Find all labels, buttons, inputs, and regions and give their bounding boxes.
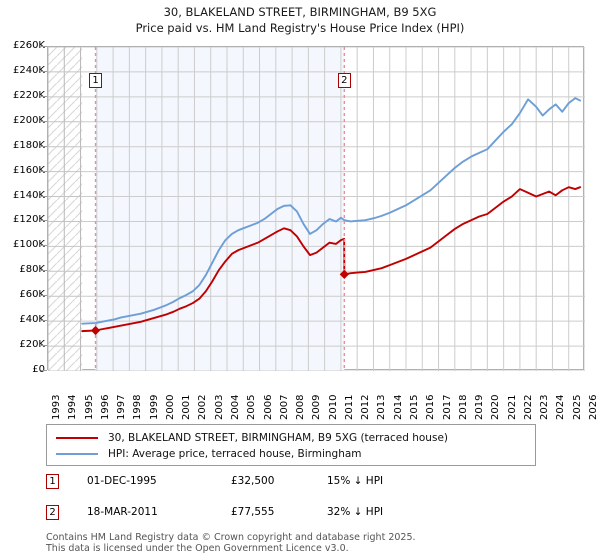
x-axis-tick-label: 2014 bbox=[392, 394, 404, 420]
y-axis-tick bbox=[41, 170, 47, 172]
x-axis-tick-label: 2013 bbox=[376, 394, 388, 420]
x-axis-tick-label: 2009 bbox=[311, 394, 323, 420]
y-axis-tick-label: £140K bbox=[12, 189, 45, 201]
y-axis-tick-label: £20K bbox=[19, 339, 45, 351]
y-axis-tick-label: £200K bbox=[12, 114, 45, 126]
x-axis-tick-label: 1996 bbox=[99, 394, 111, 420]
x-axis-tick-label: 2011 bbox=[343, 394, 355, 420]
x-axis-tick-label: 2002 bbox=[197, 394, 209, 420]
transaction-date-2: 18-MAR-2011 bbox=[87, 506, 158, 518]
y-axis-tick bbox=[41, 320, 47, 322]
x-axis-labels: 1993 1994 1995 1996 1997 1998 1999 2000 2001 2002… bbox=[47, 372, 599, 432]
attribution-footer: Contains HM Land Registry data © Crown c… bbox=[46, 532, 586, 554]
y-axis-labels: £0 £20K £40K £60K £80K £100K £120K £140K £160K £1… bbox=[0, 40, 47, 380]
footer-copyright: Contains HM Land Registry data © Crown c… bbox=[46, 532, 416, 543]
x-axis-tick-label: 1995 bbox=[83, 394, 95, 420]
transaction-price-1: £32,500 bbox=[231, 475, 275, 487]
x-axis-tick-label: 2023 bbox=[539, 394, 551, 420]
x-axis-tick-label: 2025 bbox=[571, 394, 583, 420]
x-axis-tick-label: 2017 bbox=[441, 394, 453, 420]
x-axis-tick-label: 2004 bbox=[230, 394, 241, 420]
transaction-badge-1: 1 bbox=[46, 474, 59, 489]
legend-item-price-paid: 30, BLAKELAND STREET, BIRMINGHAM, B9 5XG… bbox=[47, 430, 535, 446]
legend-label-price-paid: 30, BLAKELAND STREET, BIRMINGHAM, B9 5XG… bbox=[108, 432, 448, 444]
y-axis-tick bbox=[41, 295, 47, 297]
y-axis-tick-label: £220K bbox=[12, 89, 45, 101]
x-axis-tick-label: 2007 bbox=[278, 394, 290, 420]
legend-label-hpi: HPI: Average price, terraced house, Birm… bbox=[108, 448, 362, 460]
chart-legend: 30, BLAKELAND STREET, BIRMINGHAM, B9 5XG… bbox=[46, 424, 536, 466]
x-axis-tick-label: 2012 bbox=[360, 394, 372, 420]
y-axis-tick-label: £260K bbox=[12, 40, 45, 51]
x-axis-tick-label: 2001 bbox=[181, 394, 193, 420]
y-axis-tick-label: £80K bbox=[19, 264, 45, 276]
transaction-badge-2: 2 bbox=[46, 505, 59, 520]
page-title: 30, BLAKELAND STREET, BIRMINGHAM, B9 5XG… bbox=[0, 4, 600, 36]
transaction-hpi-delta-2: 32% ↓ HPI bbox=[327, 506, 384, 518]
title-address: 30, BLAKELAND STREET, BIRMINGHAM, B9 5XG bbox=[163, 5, 437, 19]
price-chart: £0 £20K £40K £60K £80K £100K £120K £140K £160K £1… bbox=[0, 40, 600, 421]
x-axis-tick-label: 1997 bbox=[116, 394, 128, 420]
y-axis-tick bbox=[41, 245, 47, 247]
legend-swatch-hpi bbox=[56, 453, 98, 455]
x-axis-tick-label: 1993 bbox=[51, 394, 62, 420]
chart-marker-2: 2 bbox=[337, 73, 351, 88]
title-subtitle: Price paid vs. HM Land Registry's House … bbox=[135, 21, 465, 35]
y-axis-tick-label: £100K bbox=[12, 239, 45, 251]
y-axis-tick bbox=[41, 70, 47, 72]
y-axis-tick bbox=[41, 120, 47, 122]
x-axis-tick-label: 2021 bbox=[506, 394, 518, 420]
y-axis-tick bbox=[41, 270, 47, 272]
footer-licence: This data is licensed under the Open Gov… bbox=[46, 543, 349, 554]
x-axis-tick-label: 2003 bbox=[213, 394, 225, 420]
y-axis-tick-label: £60K bbox=[19, 289, 45, 301]
transaction-price-2: £77,555 bbox=[231, 506, 275, 518]
x-axis-tick-label: 2000 bbox=[164, 394, 176, 420]
x-axis-tick-label: 2010 bbox=[327, 394, 339, 420]
y-axis-tick bbox=[41, 95, 47, 97]
x-axis-tick-label: 2022 bbox=[522, 394, 534, 420]
transaction-hpi-delta-1: 15% ↓ HPI bbox=[327, 475, 384, 487]
y-axis-tick bbox=[41, 345, 47, 347]
x-axis-tick-label: 1994 bbox=[67, 394, 79, 420]
x-axis-tick-label: 1998 bbox=[132, 394, 144, 420]
y-axis-tick-label: £0 bbox=[32, 364, 45, 375]
chart-marker-1: 1 bbox=[89, 73, 103, 88]
y-axis-tick bbox=[41, 370, 47, 371]
legend-item-hpi: HPI: Average price, terraced house, Birm… bbox=[47, 446, 535, 462]
y-axis-tick-label: £120K bbox=[12, 214, 45, 226]
transaction-date-1: 01-DEC-1995 bbox=[87, 475, 157, 487]
y-axis-tick-label: £160K bbox=[12, 164, 45, 176]
table-row: 1 01-DEC-1995 £32,500 15% ↓ HPI bbox=[46, 474, 546, 505]
table-row: 2 18-MAR-2011 £77,555 32% ↓ HPI bbox=[46, 505, 546, 536]
x-axis-tick-label: 2026 bbox=[588, 394, 599, 420]
x-axis-tick-label: 2019 bbox=[474, 394, 486, 420]
x-axis-tick-label: 2006 bbox=[262, 394, 274, 420]
y-axis-tick-label: £240K bbox=[12, 64, 45, 76]
y-axis-tick bbox=[41, 46, 47, 47]
chart-canvas bbox=[48, 47, 585, 371]
x-axis-tick-label: 2024 bbox=[555, 394, 567, 420]
x-axis-tick-label: 2018 bbox=[457, 394, 469, 420]
x-axis-tick-label: 2008 bbox=[295, 394, 307, 420]
x-axis-tick-label: 2020 bbox=[490, 394, 502, 420]
x-axis-tick-label: 1999 bbox=[148, 394, 160, 420]
x-axis-tick-label: 2005 bbox=[246, 394, 258, 420]
y-axis-tick bbox=[41, 195, 47, 197]
y-axis-tick-label: £40K bbox=[19, 314, 45, 326]
y-axis-tick bbox=[41, 145, 47, 147]
x-axis-tick-label: 2016 bbox=[425, 394, 437, 420]
y-axis-tick bbox=[41, 220, 47, 222]
x-axis-tick-label: 2015 bbox=[409, 394, 420, 420]
legend-swatch-price-paid bbox=[56, 437, 98, 439]
transactions-table: 1 01-DEC-1995 £32,500 15% ↓ HPI 2 18-MAR… bbox=[46, 474, 546, 536]
y-axis-tick-label: £180K bbox=[12, 139, 45, 151]
